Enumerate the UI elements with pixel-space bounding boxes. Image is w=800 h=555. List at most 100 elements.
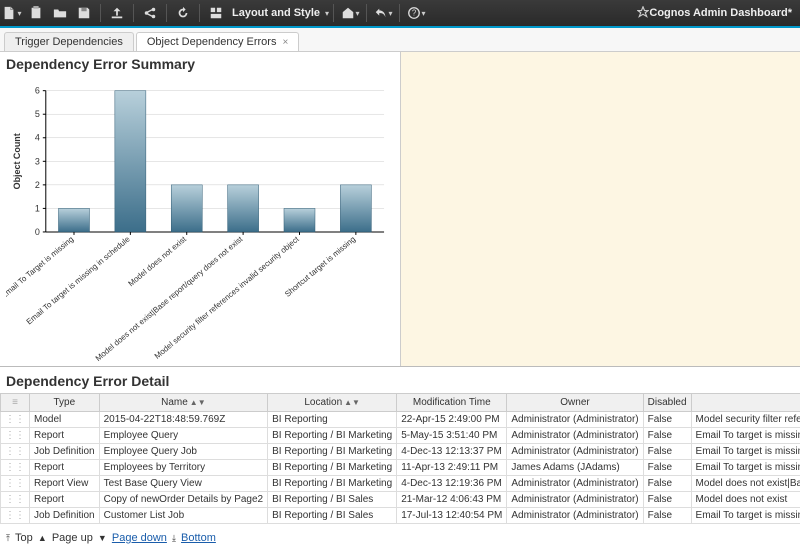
summary-chart: 0123456Object CountEmail To Target is mi… xyxy=(0,76,400,366)
cell: Administrator (Administrator) xyxy=(507,508,643,524)
svg-text:0: 0 xyxy=(35,227,40,237)
tab-close-icon[interactable]: × xyxy=(282,37,288,48)
home-button[interactable]: ▾ xyxy=(338,2,362,24)
layout-style-label[interactable]: Layout and Style xyxy=(228,7,324,19)
main-toolbar: ▾ Layout and Style▾ ▾ ▾ ?▾ Cognos Admin … xyxy=(0,0,800,28)
table-row[interactable]: ⋮⋮Job DefinitionCustomer List JobBI Repo… xyxy=(1,508,800,524)
cell: Email To target is missing in schedule xyxy=(691,444,800,460)
summary-row: Dependency Error Summary 0123456Object C… xyxy=(0,52,800,367)
table-row[interactable]: ⋮⋮Report ViewTest Base Query ViewBI Repo… xyxy=(1,476,800,492)
cell: BI Reporting / BI Marketing xyxy=(268,460,397,476)
svg-text:5: 5 xyxy=(35,109,40,119)
export-button[interactable] xyxy=(105,2,129,24)
sort-icon[interactable]: ▲▼ xyxy=(344,398,360,407)
table-row[interactable]: ⋮⋮ReportEmployee QueryBI Reporting / BI … xyxy=(1,428,800,444)
share-button[interactable] xyxy=(138,2,162,24)
cell: 17-Jul-13 12:40:54 PM xyxy=(397,508,507,524)
cell: 5-May-15 3:51:40 PM xyxy=(397,428,507,444)
undo-button[interactable]: ▾ xyxy=(371,2,395,24)
cell: 21-Mar-12 4:06:43 PM xyxy=(397,492,507,508)
cell: Administrator (Administrator) xyxy=(507,444,643,460)
tab-bar: Trigger DependenciesObject Dependency Er… xyxy=(0,28,800,52)
open-button[interactable] xyxy=(48,2,72,24)
clipboard-button[interactable] xyxy=(24,2,48,24)
svg-text:6: 6 xyxy=(35,86,40,96)
refresh-button[interactable] xyxy=(171,2,195,24)
detail-title: Dependency Error Detail xyxy=(0,367,800,393)
col-disabled[interactable]: Disabled xyxy=(643,394,691,412)
col-modification-time[interactable]: Modification Time xyxy=(397,394,507,412)
row-handle[interactable]: ⋮⋮ xyxy=(1,508,30,524)
cell: False xyxy=(643,508,691,524)
summary-title: Dependency Error Summary xyxy=(0,52,400,76)
favorite-star-icon[interactable] xyxy=(637,6,649,21)
table-row[interactable]: ⋮⋮ReportEmployees by TerritoryBI Reporti… xyxy=(1,460,800,476)
cell: False xyxy=(643,428,691,444)
help-button[interactable]: ?▾ xyxy=(404,2,428,24)
cell: Employee Query xyxy=(99,428,268,444)
col-errors[interactable]: Errors xyxy=(691,394,800,412)
row-handle[interactable]: ⋮⋮ xyxy=(1,428,30,444)
cell: Job Definition xyxy=(30,508,100,524)
cell: Model does not exist xyxy=(691,492,800,508)
cell: BI Reporting / BI Marketing xyxy=(268,428,397,444)
pager: ⤒ Top ▲ Page up ▼ Page down ⤓ Bottom xyxy=(0,524,800,552)
cell: Report xyxy=(30,428,100,444)
row-handle[interactable]: ⋮⋮ xyxy=(1,444,30,460)
cell: Model xyxy=(30,412,100,428)
cell: Customer List Job xyxy=(99,508,268,524)
cell: Employees by Territory xyxy=(99,460,268,476)
new-button[interactable]: ▾ xyxy=(0,2,24,24)
table-row[interactable]: ⋮⋮ReportCopy of newOrder Details by Page… xyxy=(1,492,800,508)
cell: Copy of newOrder Details by Page2 xyxy=(99,492,268,508)
col-location[interactable]: Location▲▼ xyxy=(268,394,397,412)
cell: Email To target is missing in schedule xyxy=(691,428,800,444)
cell: Report xyxy=(30,492,100,508)
cell: False xyxy=(643,412,691,428)
cell: 22-Apr-15 2:49:00 PM xyxy=(397,412,507,428)
cell: 2015-04-22T18:48:59.769Z xyxy=(99,412,268,428)
tab-object-dependency-errors[interactable]: Object Dependency Errors× xyxy=(136,32,299,51)
table-row[interactable]: ⋮⋮Model2015-04-22T18:48:59.769ZBI Report… xyxy=(1,412,800,428)
cell: James Adams (JAdams) xyxy=(507,460,643,476)
cell: Administrator (Administrator) xyxy=(507,412,643,428)
cell: Administrator (Administrator) xyxy=(507,428,643,444)
cell: False xyxy=(643,460,691,476)
layout-icon[interactable] xyxy=(204,2,228,24)
cell: Employee Query Job xyxy=(99,444,268,460)
cell: False xyxy=(643,476,691,492)
dashboard-title: Cognos Admin Dashboard* xyxy=(649,7,800,19)
row-handle[interactable]: ⋮⋮ xyxy=(1,492,30,508)
svg-text:4: 4 xyxy=(35,133,40,143)
col-type[interactable]: Type xyxy=(30,394,100,412)
cell: 4-Dec-13 12:19:36 PM xyxy=(397,476,507,492)
tab-trigger-dependencies[interactable]: Trigger Dependencies xyxy=(4,32,134,51)
save-button[interactable] xyxy=(72,2,96,24)
cell: BI Reporting / BI Sales xyxy=(268,492,397,508)
sort-icon[interactable]: ▲▼ xyxy=(190,398,206,407)
cell: Report xyxy=(30,460,100,476)
svg-text:1: 1 xyxy=(35,203,40,213)
cell: Job Definition xyxy=(30,444,100,460)
cell: False xyxy=(643,444,691,460)
cell: Test Base Query View xyxy=(99,476,268,492)
cell: BI Reporting / BI Marketing xyxy=(268,444,397,460)
col-name[interactable]: Name▲▼ xyxy=(99,394,268,412)
pager-top: Top xyxy=(15,532,33,544)
pager-bottom[interactable]: Bottom xyxy=(181,532,216,544)
row-handle[interactable]: ⋮⋮ xyxy=(1,476,30,492)
cell: BI Reporting xyxy=(268,412,397,428)
cell: 4-Dec-13 12:13:37 PM xyxy=(397,444,507,460)
cell: False xyxy=(643,492,691,508)
cell: BI Reporting / BI Sales xyxy=(268,508,397,524)
row-handle[interactable]: ⋮⋮ xyxy=(1,412,30,428)
row-handle[interactable]: ⋮⋮ xyxy=(1,460,30,476)
col-owner[interactable]: Owner xyxy=(507,394,643,412)
cell: Email To target is missing in schedule xyxy=(691,460,800,476)
cell: Administrator (Administrator) xyxy=(507,476,643,492)
pager-page-down[interactable]: Page down xyxy=(112,532,167,544)
cell: Model security filter references invalid… xyxy=(691,412,800,428)
summary-blank-panel xyxy=(400,52,800,366)
svg-text:2: 2 xyxy=(35,180,40,190)
table-row[interactable]: ⋮⋮Job DefinitionEmployee Query JobBI Rep… xyxy=(1,444,800,460)
